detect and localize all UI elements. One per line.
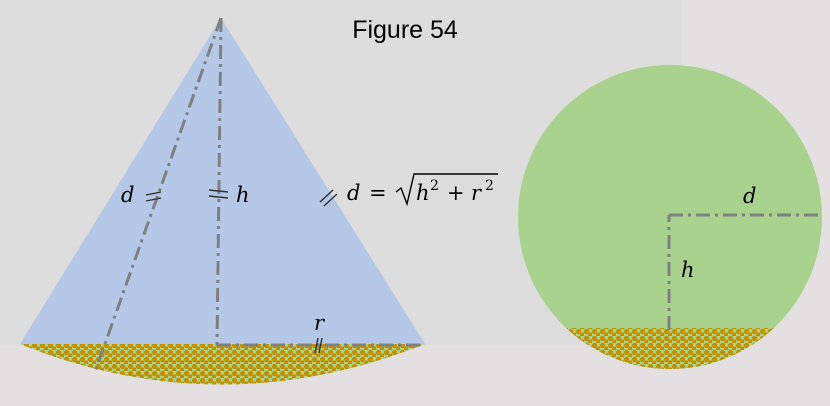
cone-base-dots bbox=[20, 344, 425, 385]
square-root-sign bbox=[395, 173, 498, 207]
height-line bbox=[215, 17, 223, 346]
formula-plus: + bbox=[447, 181, 465, 205]
formula-equals: = bbox=[369, 181, 387, 205]
circle-radius-label: d bbox=[743, 184, 756, 208]
height-label: h bbox=[236, 183, 250, 207]
formula-h: h bbox=[416, 181, 430, 205]
formula-r-exponent: 2 bbox=[485, 178, 494, 194]
cone-triangle bbox=[20, 18, 425, 344]
slant-tick-mark bbox=[145, 191, 162, 202]
circle-height-label: h bbox=[681, 258, 695, 282]
radius-tick-mark bbox=[314, 337, 323, 354]
formula-r: r bbox=[471, 181, 483, 205]
slant-formula: d = h 2 + r 2 bbox=[347, 173, 498, 207]
edge-tick-mark bbox=[319, 189, 338, 207]
slant-line bbox=[93, 17, 223, 373]
radius-label: r bbox=[314, 311, 326, 335]
height-tick-mark bbox=[208, 189, 229, 199]
figure-title: Figure 54 bbox=[352, 16, 458, 44]
slant-label: d bbox=[121, 183, 134, 207]
formula-h-exponent: 2 bbox=[430, 178, 439, 194]
formula-lhs: d bbox=[347, 181, 360, 205]
